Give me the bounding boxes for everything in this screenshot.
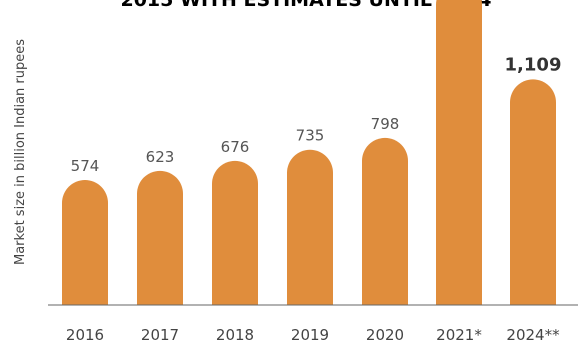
x-tick-labels: 2016 2017 2018 2019 2020 2021* 2024** bbox=[66, 326, 560, 343]
x-tick-2020: 2020 bbox=[366, 326, 404, 343]
bar-2017 bbox=[137, 170, 183, 305]
bar-2019 bbox=[287, 149, 333, 305]
bar-2016 bbox=[62, 180, 108, 305]
x-tick-2017: 2017 bbox=[141, 326, 179, 343]
bars-group bbox=[62, 0, 556, 305]
bar-2024** bbox=[510, 79, 556, 305]
bar-2021* bbox=[436, 0, 482, 305]
data-label-2020: 798 bbox=[371, 115, 400, 133]
data-label-2016: 574 bbox=[71, 157, 100, 175]
x-tick-2024**: 2024** bbox=[506, 326, 560, 343]
chart-title: 2015 WITH ESTIMATES UNTIL 2024 bbox=[120, 0, 491, 11]
bar-2020 bbox=[362, 137, 408, 305]
data-label-2019: 735 bbox=[296, 127, 325, 145]
x-tick-2018: 2018 bbox=[216, 326, 254, 343]
x-tick-2019: 2019 bbox=[291, 326, 329, 343]
x-tick-2021*: 2021* bbox=[436, 326, 482, 343]
data-label-2018: 676 bbox=[221, 138, 250, 156]
bar-2018 bbox=[212, 160, 258, 305]
y-axis-label: Market size in billion Indian rupees bbox=[13, 39, 28, 265]
x-tick-2016: 2016 bbox=[66, 326, 104, 343]
data-label-2017: 623 bbox=[146, 148, 175, 166]
data-label-2024**: 1,109 bbox=[505, 54, 562, 75]
